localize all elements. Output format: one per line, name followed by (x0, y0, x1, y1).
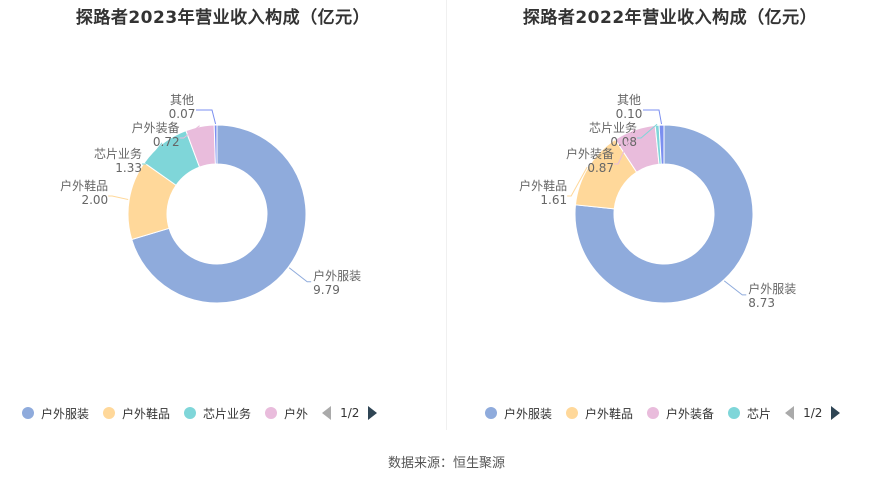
legend-page-indicator: 1/2 (803, 406, 823, 420)
legend-pager-2022: 1/2 (785, 406, 841, 420)
slice-label-name-4: 其他 (170, 93, 194, 107)
chart-panel-2022: 探路者2022年营业收入构成（亿元） 户外服装 8.73 其他 0.10 芯片业务 0.0… (447, 0, 893, 440)
slice-label-name-2: 芯片业务 (94, 146, 142, 161)
slice-label-value-3: 0.72 (153, 135, 180, 149)
leader-line-3 (637, 123, 658, 139)
slice-label-value-4: 0.07 (169, 107, 196, 121)
legend-item-apparel[interactable]: 户外服装 (22, 405, 89, 422)
legend-next-arrow-icon[interactable] (368, 406, 378, 420)
slice-label-name-4: 其他 (617, 93, 641, 107)
legend-label-shoes: 户外鞋品 (122, 406, 171, 421)
legend-label-apparel: 户外服装 (504, 406, 553, 421)
leader-line-1 (567, 166, 588, 197)
legend-item-shoes[interactable]: 户外鞋品 (103, 405, 170, 422)
slice-label-value-0: 8.73 (748, 296, 775, 310)
legend-dot-chip (728, 407, 741, 419)
slice-label-name-3: 户外装备 (132, 120, 180, 135)
legend-label-chip: 芯片业务 (203, 406, 252, 421)
legend-2022: 户外服装 户外鞋品 户外装备 芯片 1/2 (485, 402, 841, 424)
chart-panel-2023: 探路者2023年营业收入构成（亿元） 户外服装 9.79 其他 0.07 户外装备 0.7… (0, 0, 446, 440)
donut-slice-4[interactable] (213, 124, 218, 165)
legend-2023: 户外服装 户外鞋品 芯片业务 户外 1/2 (22, 402, 378, 424)
legend-dot-equipment (647, 407, 660, 419)
legend-item-chip[interactable]: 芯片 (728, 405, 771, 422)
legend-dot-apparel (22, 407, 34, 419)
legend-page-indicator: 1/2 (340, 406, 360, 420)
legend-pager-2023: 1/2 (322, 406, 378, 420)
donut-slice-0[interactable] (574, 124, 754, 304)
legend-dot-apparel (485, 407, 497, 419)
legend-prev-arrow-icon[interactable] (785, 406, 795, 420)
donut-slice-0[interactable] (131, 124, 307, 304)
legend-dot-shoes (103, 407, 116, 419)
legend-item-chip[interactable]: 芯片业务 (184, 405, 251, 422)
legend-dot-equipment (265, 407, 278, 419)
slice-label-name-0: 户外服装 (313, 268, 361, 283)
slice-label-value-3: 0.08 (610, 135, 637, 149)
legend-label-chip: 芯片 (747, 406, 772, 421)
legend-item-equipment[interactable]: 户外装备 (647, 405, 714, 422)
leader-line-4 (196, 109, 217, 125)
leader-line-4 (643, 109, 663, 125)
slice-label-value-2: 0.87 (587, 161, 614, 175)
legend-dot-chip (184, 407, 197, 419)
slice-label-name-0: 户外服装 (748, 281, 796, 296)
chart-title-2023: 探路者2023年营业收入构成（亿元） (75, 8, 371, 28)
leader-line-2 (142, 142, 163, 165)
legend-label-apparel: 户外服装 (41, 406, 90, 421)
slice-label-name-3: 芯片业务 (589, 120, 637, 135)
legend-label-equipment: 户外 (284, 406, 309, 421)
leader-line-3 (179, 125, 200, 139)
slice-label-name-1: 户外鞋品 (60, 178, 108, 193)
slice-label-value-1: 1.61 (540, 193, 567, 207)
legend-item-shoes[interactable]: 户外鞋品 (566, 405, 633, 422)
slice-label-value-2: 1.33 (115, 161, 142, 175)
slice-label-name-1: 户外鞋品 (519, 178, 567, 193)
leader-line-0 (723, 280, 747, 296)
legend-label-equipment: 户外装备 (666, 406, 715, 421)
legend-next-arrow-icon[interactable] (831, 406, 841, 420)
slice-label-value-0: 9.79 (313, 283, 340, 297)
data-source-note: 数据来源：恒生聚源 (387, 456, 505, 471)
chart-title-2022: 探路者2022年营业收入构成（亿元） (522, 8, 818, 28)
legend-item-equipment[interactable]: 户外 (265, 405, 308, 422)
donut-slice-4[interactable] (658, 124, 665, 165)
slice-label-value-1: 2.00 (81, 193, 108, 207)
leader-line-0 (288, 267, 312, 283)
leader-line-2 (614, 128, 635, 165)
legend-prev-arrow-icon[interactable] (322, 406, 332, 420)
legend-item-apparel[interactable]: 户外服装 (485, 405, 552, 422)
legend-label-shoes: 户外鞋品 (585, 406, 634, 421)
leader-line-1 (108, 195, 129, 201)
slice-label-value-4: 0.10 (616, 107, 643, 121)
slice-label-name-2: 户外装备 (566, 146, 614, 161)
legend-dot-shoes (566, 407, 579, 419)
panel-divider (446, 0, 447, 430)
